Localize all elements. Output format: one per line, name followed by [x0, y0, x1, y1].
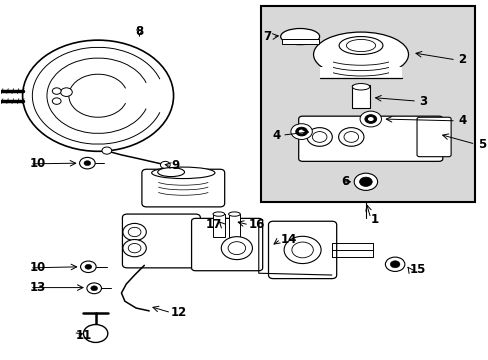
Circle shape [312, 132, 326, 142]
Text: 12: 12 [171, 306, 187, 319]
Text: 6: 6 [341, 175, 349, 188]
Text: 13: 13 [30, 281, 46, 294]
Text: 11: 11 [76, 329, 92, 342]
Circle shape [52, 98, 61, 104]
Bar [351, 85, 369, 108]
Ellipse shape [228, 212, 240, 216]
Circle shape [295, 127, 307, 136]
Bar [261, 6, 474, 202]
Text: 1: 1 [370, 213, 378, 226]
Circle shape [284, 236, 321, 264]
Text: 17: 17 [205, 218, 222, 231]
Circle shape [227, 242, 245, 255]
Circle shape [364, 115, 376, 123]
FancyBboxPatch shape [268, 221, 336, 279]
Text: 16: 16 [248, 218, 265, 231]
Text: 15: 15 [409, 263, 425, 276]
Ellipse shape [313, 32, 407, 77]
Bar [228, 214, 240, 237]
Circle shape [298, 129, 305, 134]
Circle shape [389, 261, 399, 268]
Text: 7: 7 [262, 30, 270, 43]
Circle shape [22, 40, 173, 151]
Text: 14: 14 [280, 233, 296, 246]
Circle shape [366, 117, 373, 122]
Circle shape [87, 283, 102, 294]
FancyBboxPatch shape [298, 116, 442, 161]
FancyBboxPatch shape [191, 219, 262, 271]
FancyBboxPatch shape [142, 169, 224, 207]
Text: 2: 2 [457, 53, 466, 66]
FancyBboxPatch shape [416, 117, 450, 157]
Text: 8: 8 [135, 25, 143, 38]
Text: 4: 4 [457, 114, 466, 127]
Circle shape [91, 286, 98, 291]
Ellipse shape [213, 212, 224, 216]
Text: 10: 10 [30, 261, 46, 274]
Ellipse shape [425, 122, 447, 152]
Circle shape [52, 88, 61, 94]
Ellipse shape [351, 84, 369, 90]
Circle shape [385, 257, 404, 271]
Circle shape [291, 242, 313, 258]
Circle shape [122, 239, 146, 257]
Circle shape [83, 324, 107, 342]
Text: 4: 4 [272, 129, 280, 142]
Ellipse shape [346, 40, 375, 51]
Circle shape [80, 157, 95, 169]
Circle shape [85, 264, 92, 269]
Text: 5: 5 [477, 138, 485, 150]
Circle shape [102, 147, 111, 154]
Ellipse shape [338, 37, 382, 54]
Circle shape [128, 227, 141, 237]
Ellipse shape [280, 28, 319, 45]
Circle shape [160, 161, 170, 168]
Circle shape [290, 124, 312, 139]
Circle shape [122, 224, 146, 240]
Circle shape [359, 177, 371, 186]
Bar [213, 214, 224, 237]
Circle shape [84, 161, 91, 166]
Circle shape [306, 128, 332, 146]
Text: 3: 3 [419, 95, 427, 108]
Circle shape [61, 88, 72, 96]
Ellipse shape [151, 167, 215, 179]
Bar [281, 39, 318, 44]
FancyBboxPatch shape [122, 214, 200, 268]
Circle shape [343, 132, 358, 142]
Text: 10: 10 [30, 157, 46, 170]
Circle shape [221, 237, 252, 260]
Circle shape [353, 173, 377, 190]
Ellipse shape [158, 168, 184, 177]
Circle shape [338, 128, 363, 146]
Circle shape [359, 111, 381, 127]
Text: 9: 9 [171, 159, 179, 172]
Bar [319, 67, 402, 78]
Circle shape [81, 261, 96, 273]
Circle shape [128, 243, 141, 253]
